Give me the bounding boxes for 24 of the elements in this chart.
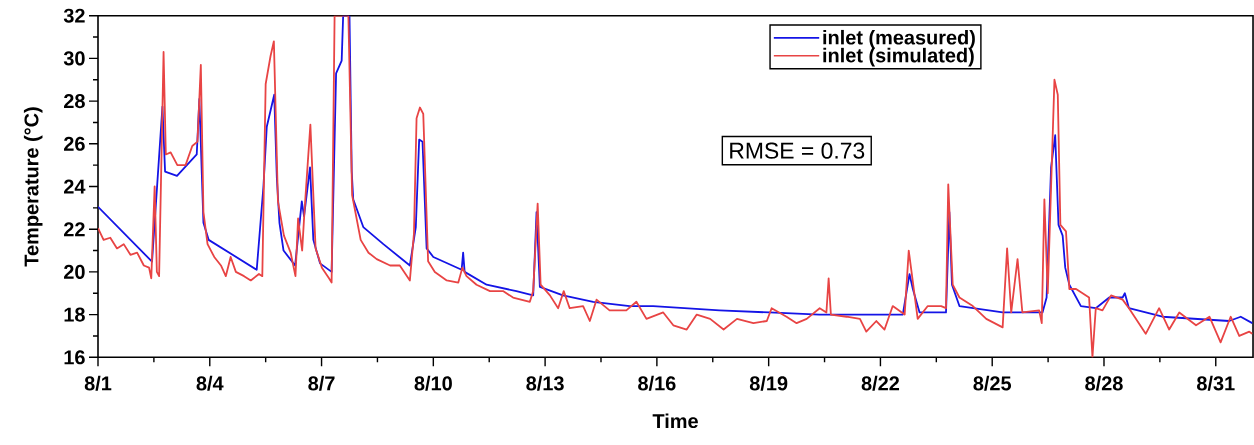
y-tick-label: 32 [63,8,85,23]
x-tick-label: 8/10 [414,375,452,391]
x-tick-label: 8/22 [861,375,900,391]
y-tick-label: 20 [64,264,85,279]
legend-label: inlet (simulated) [823,47,974,67]
y-axis-title: Temperature (°C) [23,107,43,267]
x-tick-label: 8/1 [84,375,112,391]
x-axis-title: Time [652,413,698,429]
x-tick-label: 8/7 [308,375,335,391]
x-tick-label: 8/28 [1085,375,1123,391]
y-tick-label: 28 [64,94,85,109]
y-tick-label: 18 [64,307,85,322]
y-tick-label: 16 [64,350,85,365]
y-tick-label: 22 [64,222,85,237]
x-tick-label: 8/4 [196,375,224,391]
x-tick-label: 8/31 [1197,375,1235,391]
x-tick-label: 8/16 [638,375,676,391]
x-tick-label: 8/19 [749,375,788,391]
y-tick-label: 24 [64,179,86,194]
y-tick-label: 26 [64,136,85,151]
annotation: RMSE = 0.73 [730,142,865,159]
y-tick-label: 30 [63,51,85,66]
x-tick-label: 8/25 [973,375,1012,391]
x-tick-label: 8/13 [526,375,564,391]
